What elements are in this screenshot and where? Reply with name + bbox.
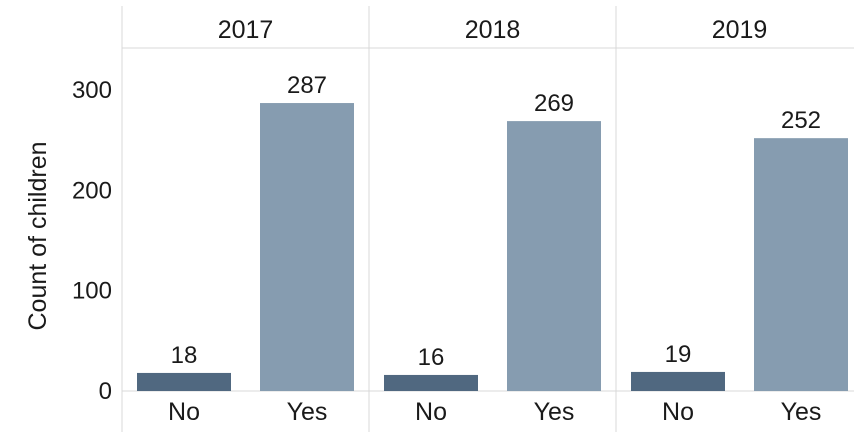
- data-label: 19: [665, 341, 692, 368]
- bar-no: [631, 371, 725, 391]
- facet-2018: 2018 16 No 269 Yes: [384, 16, 601, 426]
- data-label: 16: [418, 344, 445, 371]
- data-label: 18: [171, 342, 198, 369]
- panel-frame: [121, 6, 854, 432]
- bar-yes: [260, 103, 354, 391]
- facet-panels: 2017 18 No 287 Yes 2018 16 No 269 Yes 2019 19 No 252 Y…: [137, 16, 848, 426]
- facet-2017: 2017 18 No 287 Yes: [137, 16, 354, 426]
- facet-label: 2017: [218, 16, 274, 44]
- data-label: 252: [781, 107, 821, 134]
- category-label: Yes: [287, 398, 328, 426]
- bar-no: [137, 372, 231, 391]
- category-label: Yes: [781, 398, 822, 426]
- category-label: No: [415, 398, 447, 426]
- facet-label: 2019: [712, 16, 768, 44]
- data-label: 269: [534, 90, 574, 117]
- category-label: No: [662, 398, 694, 426]
- facet-label: 2018: [465, 16, 521, 44]
- facet-2019: 2019 19 No 252 Yes: [631, 16, 848, 426]
- y-axis: 0 100 200 300: [72, 77, 112, 405]
- y-tick-label: 100: [72, 278, 112, 305]
- bar-yes: [507, 121, 601, 391]
- category-label: No: [168, 398, 200, 426]
- y-tick-label: 0: [99, 378, 112, 405]
- y-axis-title: Count of children: [24, 141, 52, 330]
- data-label: 287: [287, 72, 327, 99]
- category-label: Yes: [534, 398, 575, 426]
- bar-no: [384, 374, 478, 391]
- y-tick-label: 300: [72, 77, 112, 104]
- y-tick-label: 200: [72, 177, 112, 204]
- bar-yes: [754, 138, 848, 391]
